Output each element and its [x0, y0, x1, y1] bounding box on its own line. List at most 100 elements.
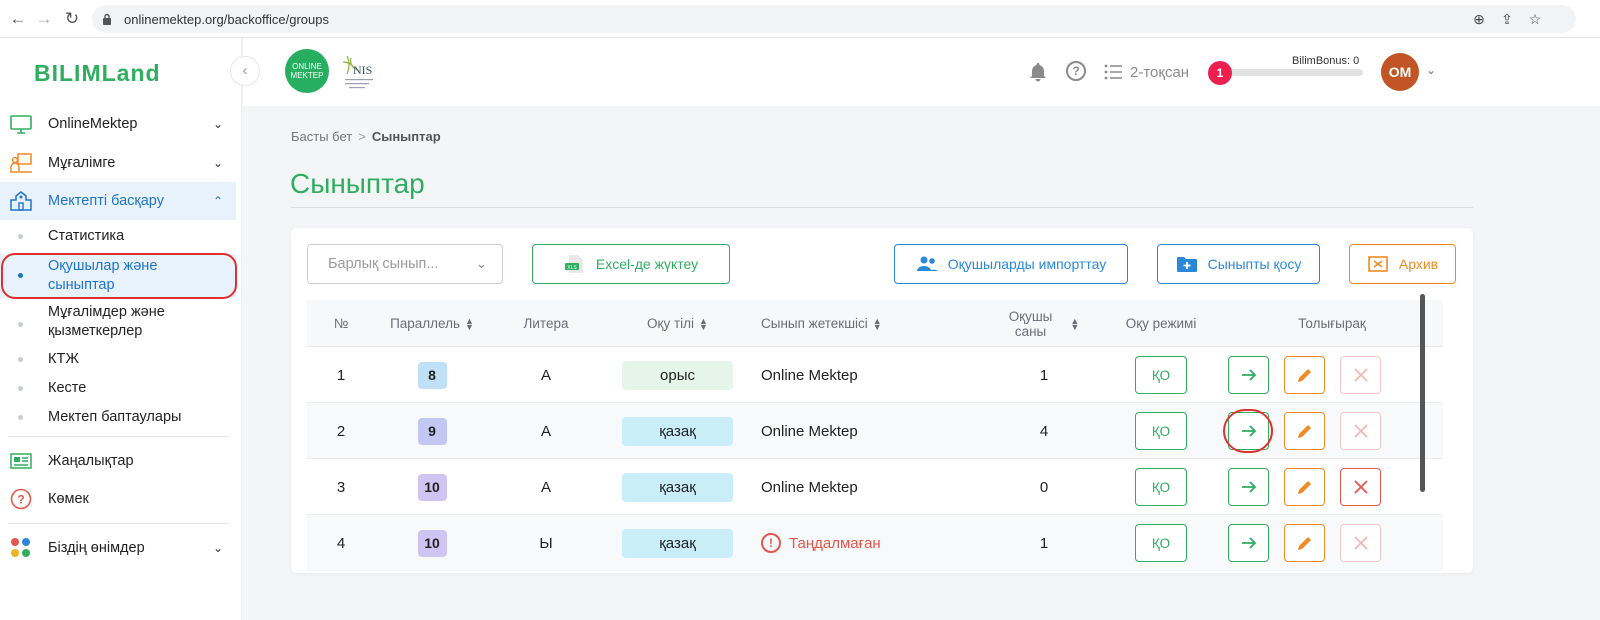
delete-class-button[interactable]	[1340, 468, 1381, 506]
sidebar-subitem-teachers-staff[interactable]: Мұғалімдер және қызметкерлер	[0, 303, 236, 345]
edit-class-button[interactable]	[1284, 468, 1325, 506]
table-row: 2 9 А қазақ Online Mektep 4 ҚО	[307, 403, 1443, 459]
bullet-dot	[18, 357, 23, 362]
sidebar-item-onlinemektep[interactable]: OnlineMektep ⌄	[0, 105, 236, 143]
column-header-parallel[interactable]: Параллель ▲ ▼	[377, 300, 487, 347]
bilimland-logo[interactable]: BILIMLand	[34, 60, 161, 86]
list-icon	[1104, 64, 1122, 80]
sidebar-item-label: OnlineMektep	[48, 116, 138, 132]
mode-button[interactable]: ҚО	[1135, 412, 1187, 450]
pencil-icon	[1297, 481, 1311, 494]
lang-badge: қазақ	[622, 472, 733, 502]
column-header-student-count[interactable]: Оқушы саны ▲ ▼	[989, 300, 1099, 347]
delete-class-button[interactable]	[1340, 524, 1381, 562]
title-divider	[291, 207, 1473, 208]
address-bar[interactable]: onlinemektep.org/backoffice/groups ⊕ ⇪ ☆	[92, 5, 1576, 33]
table-row: 1 8 А орыс Online Mektep 1 ҚО	[307, 347, 1443, 403]
sidebar-item-school-management[interactable]: Мектепті басқару ⌃	[0, 182, 236, 220]
chevron-down-icon[interactable]: ⌄	[1426, 63, 1437, 77]
back-arrow-icon[interactable]: ←	[9, 9, 27, 28]
sidebar-subitem-school-settings[interactable]: Мектеп баптаулары	[0, 406, 236, 428]
share-icon[interactable]: ⇪	[1501, 11, 1513, 27]
breadcrumb-home[interactable]: Басты бет	[291, 129, 353, 144]
mode-button[interactable]: ҚО	[1135, 468, 1187, 506]
notification-count-badge[interactable]: 1	[1208, 61, 1232, 85]
cell-lang: қазақ	[622, 403, 733, 459]
table-scrollbar[interactable]	[1420, 294, 1425, 492]
column-header-teacher[interactable]: Сынып жетекшісі ▲ ▼	[761, 300, 905, 347]
reload-icon[interactable]: ↻	[64, 9, 80, 28]
column-header-label: Оқушы саны	[1008, 308, 1053, 339]
zoom-icon[interactable]: ⊕	[1473, 11, 1485, 27]
nis-logo[interactable]: NIS	[339, 52, 379, 92]
add-class-button[interactable]: Сыныпты қосу	[1157, 244, 1320, 284]
table-header: № Параллель ▲ ▼ Литера Оқу тілі ▲ ▼ Сынып же…	[307, 300, 1443, 347]
column-header-lang[interactable]: Оқу тілі ▲ ▼	[622, 300, 733, 347]
breadcrumb-current: Сыныптар	[371, 129, 441, 144]
breadcrumb-separator: >	[358, 129, 366, 144]
archive-button[interactable]: Архив	[1349, 244, 1456, 284]
cell-parallel: 8	[402, 347, 462, 403]
cell-litera: А	[540, 478, 551, 496]
delete-class-button[interactable]	[1340, 356, 1381, 394]
bilimbonus-progress-bar	[1215, 69, 1363, 76]
cell-lang: орыс	[622, 347, 733, 403]
cell-mode: ҚО	[1101, 515, 1221, 571]
sort-icon[interactable]: ▲ ▼	[699, 315, 708, 332]
column-header-num: №	[333, 316, 349, 331]
collapse-sidebar-button[interactable]: ‹	[230, 56, 260, 86]
sidebar-subitem-label: Статистика	[48, 228, 125, 244]
parallel-badge: 8	[417, 361, 447, 389]
edit-class-button[interactable]	[1284, 356, 1325, 394]
mode-button[interactable]: ҚО	[1135, 524, 1187, 562]
sidebar-subitem-students-classes[interactable]: Оқушылар және сыныптар	[0, 254, 236, 298]
help-icon[interactable]: ?	[1066, 61, 1086, 81]
sort-icon[interactable]: ▲ ▼	[465, 315, 474, 332]
sidebar-subitem-label: Мектеп баптаулары	[48, 409, 182, 425]
classes-card: Барлық сынып... ⌄ XLS Excel-де жүктеу Оқ…	[291, 228, 1473, 573]
pencil-icon	[1297, 425, 1311, 438]
cell-teacher: Online Mektep	[761, 478, 858, 496]
edit-class-button[interactable]	[1284, 412, 1325, 450]
sidebar-subitem-ktzh[interactable]: КТЖ	[0, 348, 236, 370]
sort-icon[interactable]: ▲ ▼	[1070, 315, 1080, 332]
class-filter-select[interactable]: Барлық сынып... ⌄	[307, 244, 503, 284]
sidebar-item-news[interactable]: Жаңалықтар	[0, 442, 236, 480]
sidebar-item-help[interactable]: ? Көмек	[0, 480, 236, 518]
open-class-button[interactable]	[1228, 524, 1269, 562]
chevron-down-icon: ⌄	[213, 541, 224, 555]
star-icon[interactable]: ☆	[1528, 11, 1542, 27]
sort-icon[interactable]: ▲ ▼	[872, 315, 882, 332]
excel-download-button[interactable]: XLS Excel-де жүктеу	[532, 244, 730, 284]
cell-litera: А	[540, 366, 551, 384]
edit-class-button[interactable]	[1284, 524, 1325, 562]
sidebar-subitem-statistics[interactable]: Статистика	[0, 225, 236, 247]
open-class-button[interactable]	[1228, 412, 1269, 450]
bullet-dot	[18, 415, 23, 420]
sidebar-item-products[interactable]: Біздің өнімдер ⌄	[0, 529, 236, 567]
onlinemektep-logo[interactable]: ONLINE MEKTEP	[285, 49, 329, 93]
bell-icon[interactable]	[1029, 62, 1047, 82]
import-students-button[interactable]: Оқушыларды импорттау	[894, 244, 1128, 284]
sidebar-item-teacher[interactable]: Мұғалімге ⌄	[0, 144, 236, 182]
open-class-button[interactable]	[1228, 468, 1269, 506]
pencil-icon	[1297, 369, 1311, 382]
open-class-button[interactable]	[1228, 356, 1269, 394]
mode-button[interactable]: ҚО	[1135, 356, 1187, 394]
xls-file-icon: XLS	[564, 255, 583, 273]
lang-badge: қазақ	[622, 416, 733, 446]
sidebar-subitem-schedule[interactable]: Кесте	[0, 377, 236, 399]
column-header-mode: Оқу режимі	[1125, 316, 1197, 331]
quarter-selector[interactable]: 2-тоқсан	[1130, 64, 1190, 81]
forward-arrow-icon[interactable]: →	[35, 9, 53, 28]
import-students-label: Оқушыларды импорттау	[947, 256, 1107, 272]
news-icon	[10, 453, 32, 469]
table-row: 3 10 А қазақ Online Mektep 0 ҚО	[307, 459, 1443, 515]
page-title: Сыныптар	[290, 168, 425, 199]
sidebar-subitem-label: Кесте	[48, 380, 87, 396]
cell-mode: ҚО	[1101, 459, 1221, 515]
avatar[interactable]: OM	[1381, 53, 1419, 91]
filter-placeholder: Барлық сынып...	[328, 256, 439, 272]
sidebar: BILIMLand ‹ OnlineMektep ⌄ Мұғалімге ⌄ М…	[0, 38, 260, 620]
delete-class-button[interactable]	[1340, 412, 1381, 450]
